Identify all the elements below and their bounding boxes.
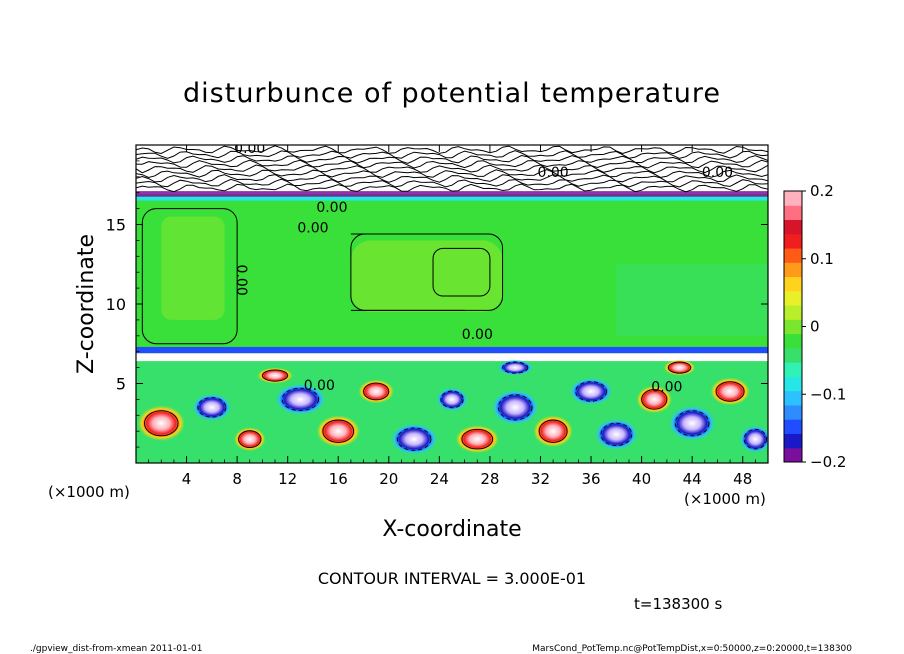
y-tick-label: 5 [116,375,126,394]
x-tick-label: 40 [632,470,651,488]
contour-label: 0.00 [702,165,733,181]
colorbar-tick-label: −0.2 [810,453,846,471]
colorbar-swatch [784,391,802,406]
lower-region [136,361,768,463]
x-tick-label: 28 [480,470,499,488]
colorbar-swatch [784,291,802,306]
colorbar-swatch [784,248,802,263]
colorbar-swatch [784,220,802,235]
colorbar-swatch [784,348,802,363]
time-label: t=138300 s [634,595,722,613]
colorbar-swatch [784,191,802,206]
x-unit-right: (×1000 m) [684,490,766,508]
x-tick-label: 32 [531,470,550,488]
field-layers: 0.00 0.00 0.00 0.00 0.00 0.00 0.00 0.00 0.00 [136,141,771,463]
colorbar-swatch [784,405,802,420]
middle-patch [161,217,224,320]
colorbar-swatch [784,305,802,320]
x-unit-left: (×1000 m) [48,483,130,501]
contour-interval: CONTOUR INTERVAL = 3.000E-01 [318,569,586,588]
contour-label: 0.00 [233,265,249,296]
x-tick-label: 48 [733,470,752,488]
x-tick-label: 44 [683,470,702,488]
footer-right: MarsCond_PotTemp.nc@PotTempDist,x=0:5000… [532,644,852,654]
plot-area: 0.00 0.00 0.00 0.00 0.00 0.00 0.00 0.00 0.00 [136,141,771,463]
colorbar-swatch [784,277,802,292]
middle-patch [351,240,503,312]
y-tick-label: 15 [106,216,126,235]
colorbar-swatch [784,433,802,448]
x-tick-label: 4 [182,470,192,488]
x-axis-label: X-coordinate [382,517,521,542]
y-axis-label: Z-coordinate [74,234,99,374]
x-tick-label: 16 [329,470,348,488]
colorbar-tick-label: 0.1 [810,250,834,268]
lower-boundary-band [136,347,768,353]
middle-patch [616,264,768,336]
colorbar-swatch [784,234,802,249]
contour-label: 0.00 [462,327,493,343]
contour-label: 0.00 [316,200,347,216]
colorbar-swatch [784,448,802,463]
colorbar: 0.2 0.1 0 −0.1 −0.2 [784,182,846,471]
contour-label: 0.00 [297,220,328,236]
colorbar-swatch [784,376,802,391]
x-tick-label: 20 [379,470,398,488]
colorbar-tick-label: 0 [810,318,820,336]
contour-label: 0.00 [304,378,335,394]
colorbar-swatch [784,319,802,334]
contour-label: 0.00 [234,141,265,157]
colorbar-swatch [784,419,802,434]
x-tick-label: 24 [430,470,449,488]
chart-title: disturbunce of potential temperature [183,78,721,109]
x-tick-label: 8 [232,470,242,488]
colorbar-swatch [784,205,802,220]
x-tick-label: 36 [581,470,600,488]
colorbar-swatch [784,362,802,377]
contour-label: 0.00 [538,165,569,181]
lower-boundary-white [136,353,768,361]
x-tick-label: 12 [278,470,297,488]
y-tick-label: 10 [106,295,126,314]
colorbar-tick-label: −0.1 [810,385,846,403]
footer-left: ./gpview_dist-from-xmean 2011-01-01 [30,644,202,654]
colorbar-tick-label: 0.2 [810,182,834,200]
colorbar-swatch [784,262,802,277]
colorbar-swatch [784,334,802,349]
contour-label: 0.00 [651,379,682,395]
